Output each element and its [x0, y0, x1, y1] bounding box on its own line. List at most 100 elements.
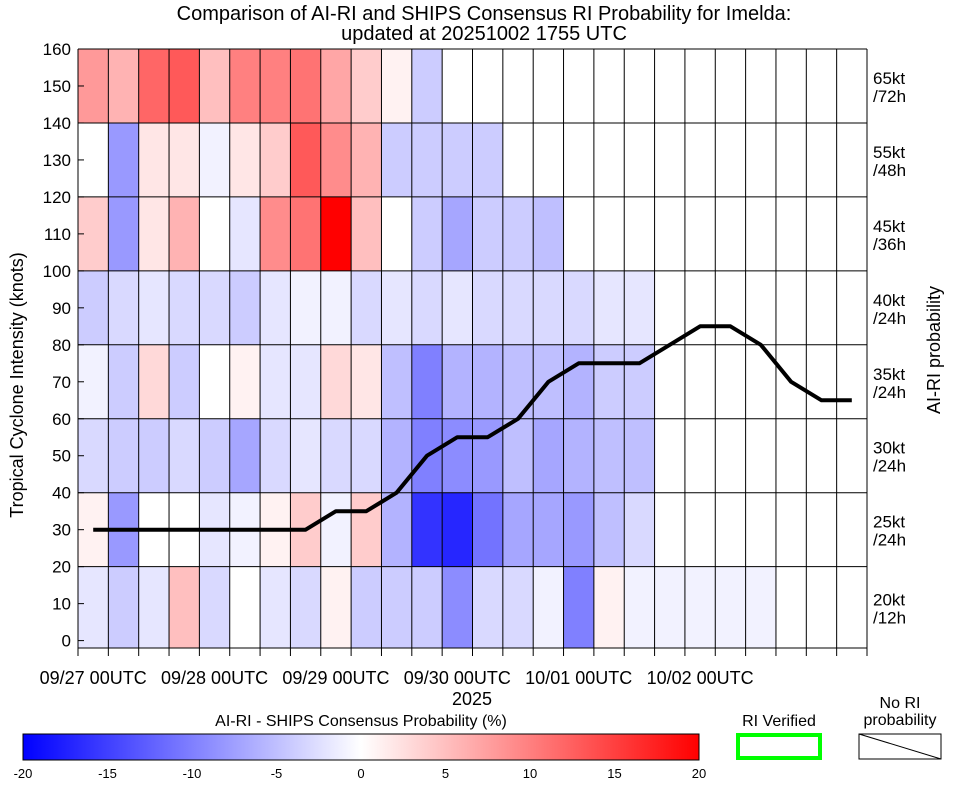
heatmap-cell [654, 344, 685, 419]
band-label-line2: /36h [873, 235, 906, 254]
heatmap-cell [442, 196, 473, 271]
heatmap-cell [138, 270, 170, 345]
heatmap-cell [502, 566, 534, 648]
heatmap-cell [593, 566, 625, 648]
heatmap-cell [108, 270, 139, 345]
heatmap-cell [654, 566, 685, 648]
heatmap-cell [108, 566, 139, 648]
heatmap-cell [593, 270, 625, 345]
ri-verified-swatch [736, 733, 822, 760]
heatmap-cell [351, 418, 382, 493]
band-label-line2: /24h [873, 309, 906, 328]
heatmap-cell [502, 270, 534, 345]
heatmap-cell [472, 566, 503, 648]
band-label-line1: 40kt [873, 291, 905, 310]
heatmap-cell [351, 122, 382, 197]
heatmap-cell [320, 270, 352, 345]
heatmap-cell [108, 196, 139, 271]
heatmap-cell [624, 122, 655, 197]
heatmap-cell [411, 344, 443, 419]
heatmap-cell [108, 344, 139, 419]
heatmap-cell [351, 196, 382, 271]
heatmap-cell [593, 344, 625, 419]
colorbar-tick-label: -5 [271, 766, 283, 781]
y-tick-label: 120 [43, 188, 71, 207]
heatmap-cell [199, 122, 230, 197]
heatmap-cell [290, 344, 321, 419]
heatmap-cell [229, 49, 261, 123]
x-tick-label: 10/02 00UTC [647, 668, 754, 688]
x-tick-label: 09/28 00UTC [161, 668, 268, 688]
heatmap-cell [836, 270, 867, 345]
y-tick-label: 50 [52, 447, 71, 466]
heatmap-cell [563, 566, 594, 648]
heatmap-cell [563, 122, 594, 197]
heatmap-cell [472, 492, 503, 567]
heatmap-cell [654, 122, 685, 197]
heatmap-cell [442, 122, 473, 197]
heatmap-cell [472, 270, 503, 345]
heatmap-cell [533, 122, 564, 197]
heatmap-cell [836, 344, 867, 419]
heatmap-cell [745, 122, 776, 197]
heatmap-cell [351, 270, 382, 345]
heatmap-cell [624, 566, 655, 648]
heatmap-cell [199, 49, 230, 123]
heatmap-cell [806, 492, 837, 567]
band-label-line1: 55kt [873, 143, 905, 162]
heatmap-cell [290, 196, 321, 271]
heatmap-cell [320, 344, 352, 419]
heatmap-cell [533, 270, 564, 345]
heatmap-cell [442, 270, 473, 345]
heatmap-cell [381, 344, 412, 419]
heatmap-cell [108, 418, 139, 493]
heatmap-cell [138, 344, 170, 419]
heatmap-cell [775, 566, 807, 648]
y-tick-label: 40 [52, 484, 71, 503]
heatmap-cell [684, 122, 716, 197]
heatmap-cell [654, 492, 685, 567]
y-tick-label: 80 [52, 336, 71, 355]
heatmap-cell [320, 196, 352, 271]
heatmap-cell [715, 492, 746, 567]
heatmap-cell [411, 122, 443, 197]
y-tick-label: 100 [43, 262, 71, 281]
y-tick-label: 140 [43, 114, 71, 133]
heatmap-cell [715, 344, 746, 419]
heatmap-cell [745, 566, 776, 648]
y-tick-label: 110 [44, 225, 71, 244]
heatmap-cell [229, 196, 261, 271]
colorbar-tick-label: 15 [607, 766, 621, 781]
heatmap-cell [502, 49, 534, 123]
heatmap-cell [229, 122, 261, 197]
heatmap-cells [78, 49, 867, 648]
heatmap-cell [260, 566, 291, 648]
heatmap-cell [472, 344, 503, 419]
heatmap-cell [806, 49, 837, 123]
heatmap-cell [563, 196, 594, 271]
heatmap-cell [199, 270, 230, 345]
colorbar [22, 733, 700, 761]
heatmap-cell [593, 122, 625, 197]
heatmap-cell [775, 418, 807, 493]
heatmap-cell [169, 344, 200, 419]
heatmap-cell [715, 418, 746, 493]
colorbar-tick-label: 10 [523, 766, 537, 781]
heatmap-cell [320, 566, 352, 648]
heatmap-cell [563, 418, 594, 493]
heatmap-cell [260, 49, 291, 123]
heatmap-cell [108, 122, 139, 197]
heatmap-cell [290, 49, 321, 123]
heatmap-cell [654, 418, 685, 493]
heatmap-cell [351, 344, 382, 419]
band-label-line2: /24h [873, 531, 906, 550]
colorbar-tick-label: 0 [357, 766, 364, 781]
x-axis-ticks: 09/27 00UTC 09/28 00UTC 09/29 00UTC 09/30 0… [40, 648, 868, 688]
heatmap-cell [320, 122, 352, 197]
heatmap-cell [684, 492, 716, 567]
heatmap-cell [775, 122, 807, 197]
heatmap-cell [411, 492, 443, 567]
heatmap-cell [593, 492, 625, 567]
heatmap-cell [169, 196, 200, 271]
y-axis-label: Tropical Cyclone Intensity (knots) [7, 252, 27, 517]
